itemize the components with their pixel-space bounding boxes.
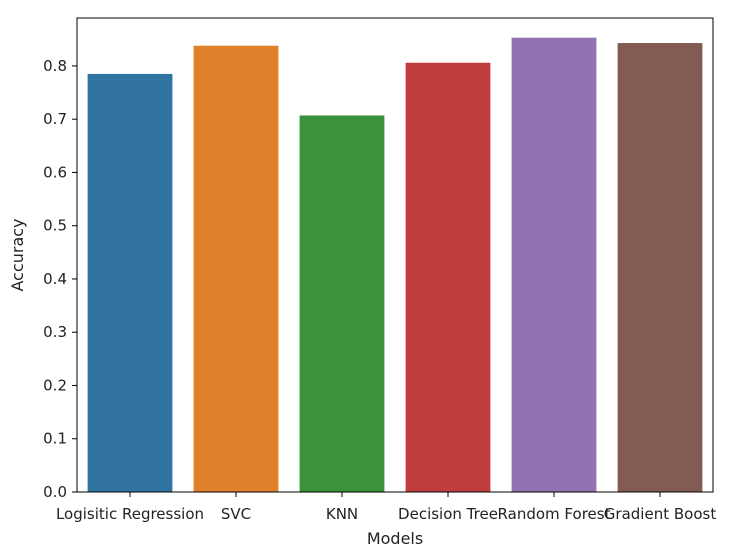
- x-tick-label: SVC: [221, 505, 251, 523]
- x-tick-label: KNN: [326, 505, 358, 523]
- x-axis-ticks: Logisitic Regression SVC KNN Decision Tree R…: [56, 492, 716, 523]
- x-tick-label: Gradient Boost: [604, 505, 717, 523]
- y-tick-label: 0.6: [43, 163, 67, 181]
- y-tick-label: 0.3: [43, 323, 67, 341]
- y-tick-label: 0.7: [43, 110, 67, 128]
- bar-decision-tree: [405, 62, 491, 492]
- y-tick-label: 0.8: [43, 57, 67, 75]
- bar-svc: [193, 45, 279, 492]
- y-axis-label: Accuracy: [8, 218, 27, 291]
- bar-random-forest: [511, 37, 597, 492]
- y-tick-label: 0.2: [43, 376, 67, 394]
- y-tick-label: 0.4: [43, 270, 67, 288]
- bars-group: [87, 37, 703, 492]
- y-tick-label: 0.5: [43, 217, 67, 235]
- bar-gradient-boost: [617, 43, 703, 492]
- x-tick-label: Logisitic Regression: [56, 505, 204, 523]
- x-tick-label: Decision Tree: [398, 505, 498, 523]
- bar-knn: [299, 115, 385, 492]
- x-tick-label: Random Forest: [498, 505, 611, 523]
- bar-logisitic-regression: [87, 73, 173, 492]
- y-tick-label: 0.0: [43, 483, 67, 501]
- plot-frame: [76, 17, 714, 493]
- x-axis-label: Models: [367, 529, 423, 548]
- y-tick-label: 0.1: [43, 430, 67, 448]
- y-axis-ticks: 0.0 0.1 0.2 0.3 0.4 0.5 0.6 0.7 0.8: [43, 57, 77, 501]
